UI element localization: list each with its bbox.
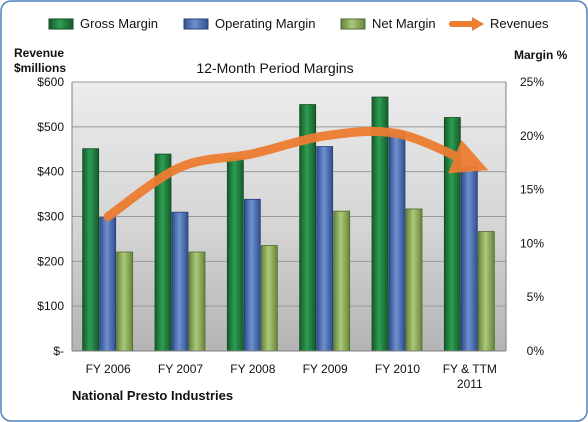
legend-label-net: Net Margin	[372, 16, 436, 31]
right-tick-label: 5%	[527, 290, 545, 304]
right-tick-label: 0%	[527, 344, 545, 358]
x-tick-label: FY 2010	[375, 362, 420, 376]
legend-label-revenues: Revenues	[490, 16, 549, 31]
chart-title: 12-Month Period Margins	[196, 60, 354, 76]
x-tick-label: FY 2008	[230, 362, 275, 376]
operating-margin-bar	[388, 131, 406, 352]
legend-swatch-revenues	[449, 17, 484, 31]
company-name: National Presto Industries	[72, 388, 234, 403]
gross-margin-bar	[82, 148, 100, 352]
right-tick-label: 20%	[520, 129, 544, 143]
net-margin-bar	[477, 231, 495, 352]
left-axis-title-line2: $millions	[14, 61, 67, 75]
x-tick-label: FY 2007	[158, 362, 203, 376]
legend-swatch-gross	[48, 18, 74, 30]
left-tick-label: $200	[37, 254, 64, 268]
net-margin-bar	[116, 251, 134, 352]
operating-margin-bar	[243, 198, 261, 352]
net-margin-bar	[333, 210, 351, 352]
x-tick-label: FY 2009	[303, 362, 348, 376]
x-tick-label: FY 2006	[86, 362, 131, 376]
legend-label-operating: Operating Margin	[215, 16, 316, 31]
operating-margin-bar	[171, 211, 189, 352]
operating-margin-bar	[316, 146, 334, 352]
left-axis-title-line1: Revenue	[14, 46, 65, 60]
net-margin-bar	[405, 208, 423, 352]
left-tick-label: $-	[53, 344, 64, 358]
right-tick-label: 25%	[520, 75, 544, 89]
x-tick-label: FY & TTM 2011	[443, 362, 497, 391]
legend-label-gross: Gross Margin	[80, 16, 159, 31]
left-tick-label: $400	[37, 165, 64, 179]
operating-margin-bar	[99, 217, 117, 352]
revenues-line	[103, 126, 489, 221]
right-tick-label: 10%	[520, 236, 544, 250]
legend-swatch-operating	[183, 18, 209, 30]
right-tick-label: 15%	[520, 183, 544, 197]
operating-margin-bar	[460, 166, 478, 352]
net-margin-bar	[260, 245, 278, 352]
left-tick-label: $100	[37, 299, 64, 313]
legend-swatch-net	[340, 18, 366, 30]
left-tick-label: $600	[37, 75, 64, 89]
gross-margin-bar	[226, 157, 244, 352]
right-axis-title: Margin %	[514, 48, 568, 62]
left-tick-label: $300	[37, 210, 64, 224]
net-margin-bar	[188, 251, 206, 352]
left-tick-label: $500	[37, 120, 64, 134]
